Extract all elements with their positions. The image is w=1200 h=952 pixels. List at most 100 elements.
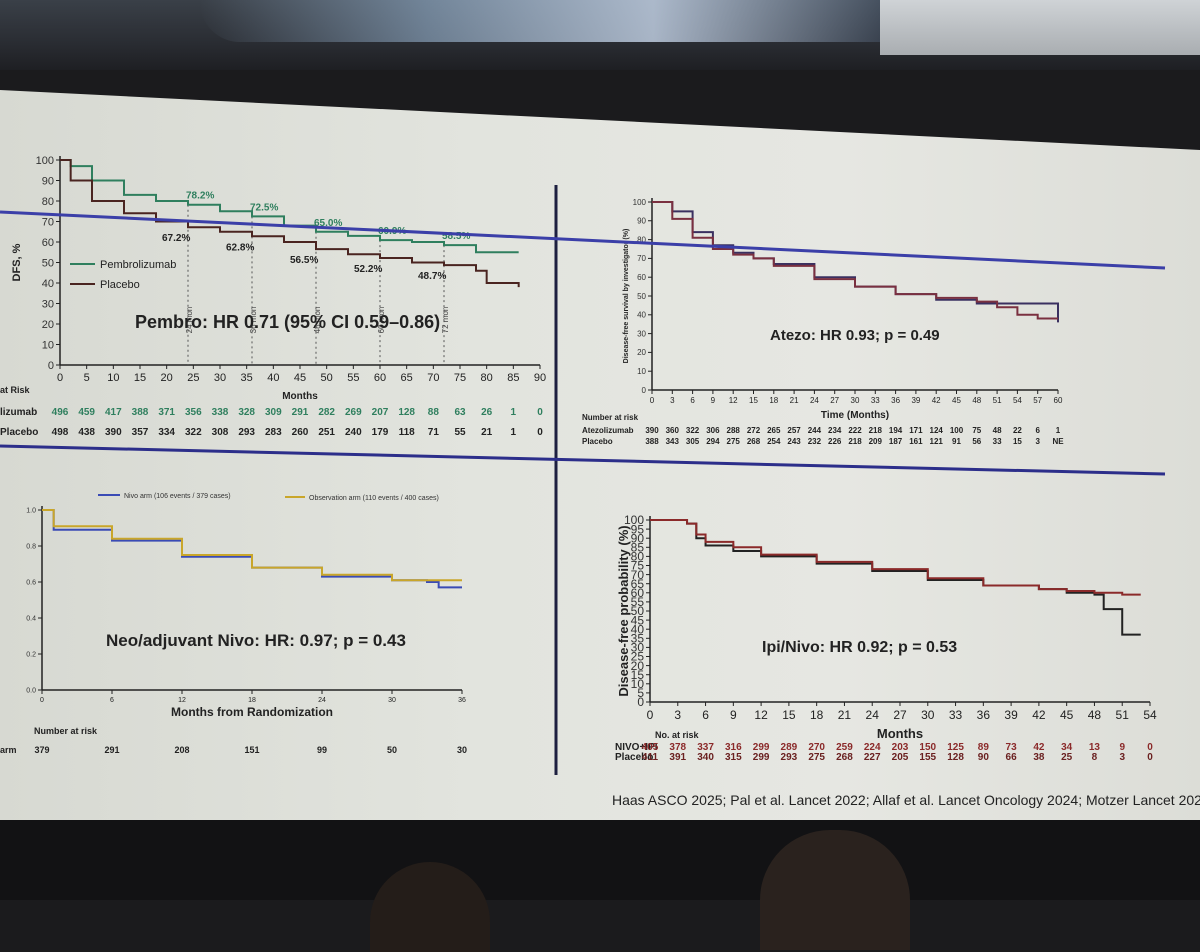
risk-value: 3 bbox=[1119, 752, 1125, 763]
x-tick-label: 39 bbox=[1004, 708, 1018, 722]
x-tick-label: 30 bbox=[214, 372, 226, 384]
x-tick-label: 21 bbox=[790, 396, 799, 405]
risk-value: 259 bbox=[836, 742, 853, 753]
risk-value: 270 bbox=[808, 742, 825, 753]
risk-value: 124 bbox=[930, 426, 944, 435]
risk-value: 21 bbox=[481, 427, 493, 438]
risk-value: 257 bbox=[787, 426, 801, 435]
risk-value: 194 bbox=[889, 426, 903, 435]
footer-citation: Haas ASCO 2025; Pal et al. Lancet 2022; … bbox=[612, 792, 1200, 808]
x-tick-label: 12 bbox=[729, 396, 738, 405]
annotation-pembro: 65.0% bbox=[314, 218, 342, 229]
x-tick-label: 42 bbox=[1032, 708, 1046, 722]
slide-charts: 0 5 10 15 20 25 30 35 40 45 50 55 60 65 70 75 80 85 900102… bbox=[0, 155, 1200, 808]
x-tick-label: 60 bbox=[374, 372, 386, 384]
y-tick-label: 70 bbox=[42, 216, 54, 228]
risk-value: 8 bbox=[1092, 752, 1098, 763]
chart-title: Ipi/Nivo: HR 0.92; p = 0.53 bbox=[762, 639, 957, 656]
risk-value: 1 bbox=[1056, 426, 1061, 435]
risk-value: 299 bbox=[753, 752, 770, 763]
horizontal-divider bbox=[0, 444, 1166, 476]
risk-value: 299 bbox=[753, 742, 770, 753]
annotation-placebo: 62.8% bbox=[226, 242, 254, 253]
landmark-label: 48 mon bbox=[313, 307, 322, 334]
risk-value: 356 bbox=[185, 407, 202, 418]
risk-value: 99 bbox=[317, 745, 327, 755]
y-tick-label: 30 bbox=[637, 329, 646, 338]
risk-value: 91 bbox=[952, 437, 961, 446]
chart-title: Atezo: HR 0.93; p = 0.49 bbox=[770, 327, 940, 344]
risk-value: 417 bbox=[105, 407, 122, 418]
x-tick-label: 27 bbox=[893, 708, 907, 722]
risk-value: 337 bbox=[697, 742, 714, 753]
x-tick-label: 20 bbox=[161, 372, 173, 384]
risk-value: 322 bbox=[686, 426, 700, 435]
x-tick-label: 30 bbox=[388, 697, 396, 704]
y-axis-label: Disease-free probability (%) bbox=[616, 525, 631, 696]
risk-value: 309 bbox=[265, 407, 282, 418]
x-tick-label: 57 bbox=[1033, 396, 1042, 405]
risk-table-title: Number at risk bbox=[582, 413, 639, 422]
risk-value: 50 bbox=[387, 745, 397, 755]
risk-value: 293 bbox=[238, 427, 255, 438]
risk-value: 282 bbox=[318, 407, 335, 418]
series-line bbox=[60, 159, 519, 254]
risk-value: 187 bbox=[889, 437, 903, 446]
y-tick-label: 90 bbox=[631, 531, 645, 545]
x-tick-label: 33 bbox=[949, 708, 963, 722]
y-tick-label: 0 bbox=[642, 386, 647, 395]
risk-value: 334 bbox=[158, 427, 175, 438]
risk-value: 371 bbox=[158, 407, 175, 418]
risk-value: 268 bbox=[747, 437, 761, 446]
landmark-label: 36 mon bbox=[249, 307, 258, 334]
series-line bbox=[650, 519, 1141, 636]
risk-value: 208 bbox=[174, 745, 189, 755]
risk-value: 150 bbox=[919, 742, 936, 753]
x-tick-label: 54 bbox=[1143, 708, 1157, 722]
risk-value: 268 bbox=[836, 752, 853, 763]
series-line bbox=[42, 509, 462, 582]
risk-value: 283 bbox=[265, 427, 282, 438]
risk-value: 25 bbox=[1061, 752, 1073, 763]
room-floor bbox=[0, 820, 1200, 900]
risk-value: 357 bbox=[132, 427, 149, 438]
risk-value: 343 bbox=[666, 437, 680, 446]
risk-value: 90 bbox=[978, 752, 990, 763]
risk-value: 1 bbox=[511, 407, 517, 418]
annotation-placebo: 67.2% bbox=[162, 233, 190, 244]
x-tick-label: 15 bbox=[749, 396, 758, 405]
risk-value: 240 bbox=[345, 427, 362, 438]
x-tick-label: 15 bbox=[134, 372, 146, 384]
y-tick-label: 0.2 bbox=[26, 651, 36, 658]
y-tick-label: 70 bbox=[637, 254, 646, 263]
risk-value: 151 bbox=[244, 745, 259, 755]
x-tick-label: 3 bbox=[674, 708, 681, 722]
x-axis-label: Months from Randomization bbox=[171, 705, 333, 719]
risk-value: 226 bbox=[828, 437, 842, 446]
x-tick-label: 12 bbox=[178, 697, 186, 704]
risk-value: 3 bbox=[1035, 437, 1040, 446]
x-tick-label: 3 bbox=[670, 396, 675, 405]
x-tick-label: 35 bbox=[241, 372, 253, 384]
risk-value: 88 bbox=[428, 407, 440, 418]
y-tick-label: 50 bbox=[637, 292, 646, 301]
risk-value: 328 bbox=[238, 407, 255, 418]
risk-value: 155 bbox=[919, 752, 936, 763]
x-tick-label: 10 bbox=[107, 372, 119, 384]
risk-value: 75 bbox=[972, 426, 981, 435]
risk-value: 306 bbox=[706, 426, 720, 435]
x-tick-label: 0 bbox=[40, 697, 44, 704]
risk-value: 390 bbox=[105, 427, 122, 438]
y-tick-label: 60 bbox=[637, 273, 646, 282]
x-axis-label: Months bbox=[877, 726, 923, 741]
y-tick-label: 85 bbox=[631, 541, 645, 555]
risk-value: 26 bbox=[481, 407, 493, 418]
risk-value: 73 bbox=[1006, 742, 1018, 753]
risk-value: 38 bbox=[1033, 752, 1045, 763]
risk-value: 209 bbox=[869, 437, 883, 446]
x-tick-label: 18 bbox=[769, 396, 778, 405]
risk-value: 232 bbox=[808, 437, 822, 446]
landmark-label: 60 mon bbox=[377, 307, 386, 334]
y-tick-label: 95 bbox=[631, 522, 645, 536]
y-tick-label: 40 bbox=[631, 622, 645, 636]
